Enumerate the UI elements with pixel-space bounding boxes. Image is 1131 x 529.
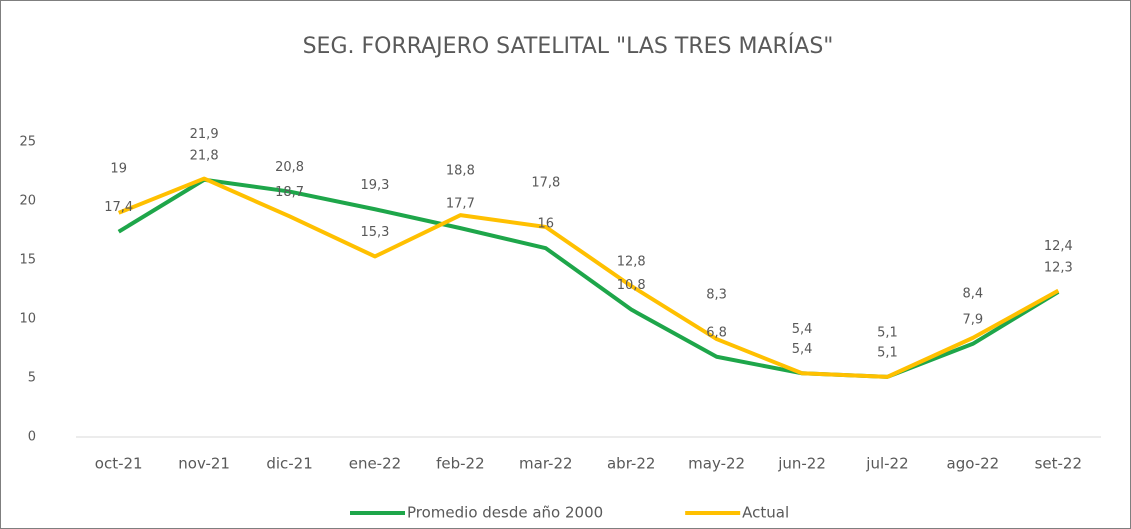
data-label: 16 [538, 217, 555, 232]
x-tick-label: mar-22 [519, 455, 573, 473]
data-label: 15,3 [360, 225, 389, 240]
y-tick-label: 10 [19, 312, 36, 327]
data-label: 5,4 [792, 342, 813, 357]
data-label: 5,1 [877, 325, 898, 340]
data-label: 17,7 [446, 197, 475, 212]
x-tick-label: may-22 [688, 455, 745, 473]
data-label: 21,8 [190, 148, 219, 163]
y-tick-label: 25 [19, 135, 36, 150]
data-label: 18,8 [446, 164, 475, 179]
y-tick-label: 5 [28, 371, 36, 386]
x-tick-label: nov-21 [178, 455, 230, 473]
data-label: 17,8 [531, 175, 560, 190]
chart-title: SEG. FORRAJERO SATELITAL "LAS TRES MARÍA… [303, 33, 834, 59]
data-label: 20,8 [275, 160, 304, 175]
data-label: 6,8 [706, 325, 727, 340]
x-tick-label: oct-21 [95, 455, 143, 473]
x-tick-label: set-22 [1035, 455, 1082, 473]
line-series [117, 176, 1060, 379]
x-tick-label: jul-22 [865, 455, 908, 473]
x-tick-label: feb-22 [436, 455, 485, 473]
data-label: 12,8 [617, 254, 646, 269]
legend-label: Actual [742, 504, 789, 522]
data-label: 5,1 [877, 345, 898, 360]
data-label: 5,4 [792, 322, 813, 337]
data-label: 8,4 [963, 286, 984, 301]
x-tick-label: abr-22 [607, 455, 655, 473]
y-tick-label: 0 [28, 430, 36, 445]
legend-label: Promedio desde año 2000 [407, 504, 603, 522]
data-label: 17,4 [104, 200, 133, 215]
data-label: 7,9 [963, 312, 984, 327]
data-label: 8,3 [706, 288, 727, 303]
data-label: 19 [110, 161, 127, 176]
data-label: 21,9 [190, 127, 219, 142]
y-tick-label: 20 [19, 194, 36, 209]
x-tick-label: jun-22 [777, 455, 826, 473]
data-label: 18,7 [275, 185, 304, 200]
data-label: 10,8 [617, 278, 646, 293]
y-tick-label: 15 [19, 253, 36, 268]
data-label: 19,3 [360, 178, 389, 193]
data-label: 12,3 [1044, 260, 1073, 275]
data-label: 12,4 [1044, 239, 1073, 254]
x-tick-label: ago-22 [947, 455, 1000, 473]
x-tick-label: dic-21 [266, 455, 312, 473]
x-tick-label: ene-22 [349, 455, 401, 473]
